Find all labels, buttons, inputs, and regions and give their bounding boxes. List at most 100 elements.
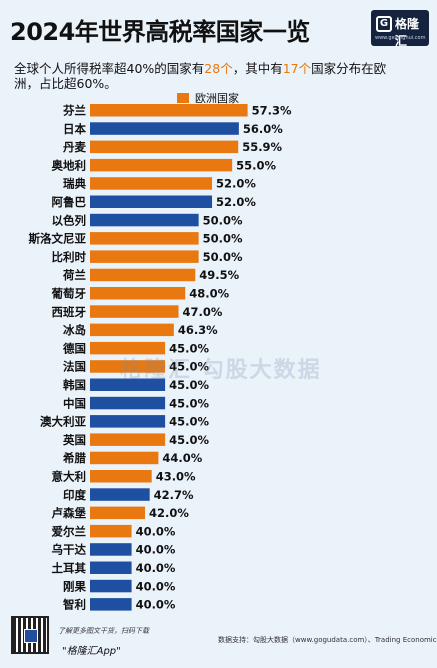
data-label: 57.3% <box>252 104 292 118</box>
category-label: 乌干达 <box>52 543 87 557</box>
data-label: 45.0% <box>169 341 209 355</box>
chart-legend: 欧洲国家 <box>177 90 239 106</box>
data-label: 48.0% <box>189 287 229 301</box>
data-label: 40.0% <box>136 579 176 593</box>
category-label: 丹麦 <box>63 140 86 154</box>
data-label: 52.0% <box>216 195 256 209</box>
bar <box>90 140 239 154</box>
footer-download-text: 了解更多图文干货，扫码下载 <box>58 627 149 635</box>
logo-icon: G <box>376 16 392 32</box>
data-label: 45.0% <box>169 433 209 447</box>
data-label: 40.0% <box>136 524 176 538</box>
category-label: 斯洛文尼亚 <box>29 232 87 246</box>
bar <box>90 360 166 373</box>
bar <box>90 543 132 556</box>
data-label: 40.0% <box>136 543 176 557</box>
subtitle-highlight-2: 17个 <box>282 61 312 76</box>
category-label: 西班牙 <box>52 305 87 319</box>
data-label: 50.0% <box>203 213 243 227</box>
category-label: 爱尔兰 <box>52 524 87 538</box>
data-label: 40.0% <box>136 598 176 612</box>
bar <box>90 250 199 263</box>
bar <box>90 195 213 208</box>
logo-name: 格隆汇 <box>395 17 420 48</box>
page-title: 2024年世界高税率国家一览 <box>10 18 310 46</box>
legend-label: 欧洲国家 <box>195 92 239 105</box>
bar <box>90 287 186 300</box>
bar-chart: 芬兰 57.3% 日本 56.0% 丹麦 55.9% 奥地利 55.0% 瑞典 52.0% 阿鲁巴 5… <box>29 104 292 612</box>
bar <box>90 524 132 538</box>
category-label: 瑞典 <box>63 177 86 191</box>
category-label: 葡萄牙 <box>51 287 87 301</box>
data-label: 45.0% <box>169 378 209 392</box>
brand-logo: G 格隆汇 www.gelonghui.com <box>371 10 429 48</box>
bar <box>90 561 132 574</box>
data-label: 56.0% <box>243 122 283 136</box>
category-label: 印度 <box>63 488 86 502</box>
bar <box>90 232 199 245</box>
category-label: 刚果 <box>63 579 86 593</box>
category-label: 希腊 <box>62 451 86 465</box>
category-label: 意大利 <box>52 470 87 484</box>
bar <box>90 177 213 190</box>
category-label: 澳大利亚 <box>40 415 86 429</box>
bar <box>90 122 239 135</box>
category-label: 卢森堡 <box>52 506 87 520</box>
bar <box>90 433 166 446</box>
data-label: 45.0% <box>169 396 209 410</box>
data-label: 43.0% <box>156 470 196 484</box>
bar <box>90 213 199 227</box>
data-label: 55.9% <box>242 140 282 154</box>
bar <box>90 323 174 337</box>
subtitle-highlight-1: 28个 <box>204 61 233 76</box>
category-label: 芬兰 <box>62 104 86 118</box>
category-label: 以色列 <box>52 213 87 227</box>
data-label: 42.7% <box>154 488 194 502</box>
data-label: 50.0% <box>203 250 243 264</box>
category-label: 韩国 <box>63 378 86 392</box>
footer-source: 数据支持：勾股大数据（www.gogudata.com）、Trading Eco… <box>218 636 437 644</box>
data-label: 52.0% <box>216 177 256 191</box>
bar <box>90 451 159 465</box>
category-label: 中国 <box>63 396 86 410</box>
data-label: 42.0% <box>149 506 189 520</box>
bar <box>90 378 166 391</box>
category-label: 德国 <box>62 341 86 355</box>
subtitle-text-1: 全球个人所得税率超40%的国家有 <box>14 61 205 76</box>
bar <box>90 598 132 611</box>
bar <box>90 470 152 483</box>
bar <box>90 341 166 355</box>
logo-url: www.gelonghui.com <box>375 35 426 41</box>
category-label: 荷兰 <box>62 268 86 282</box>
data-label: 47.0% <box>183 305 223 319</box>
data-label: 50.0% <box>203 232 243 246</box>
bar <box>90 579 132 593</box>
category-label: 冰岛 <box>63 323 86 337</box>
subtitle-text-3: 国家分布在欧洲，占比超60%。 <box>14 61 387 91</box>
bar <box>90 415 166 428</box>
category-label: 比利时 <box>52 250 87 264</box>
data-label: 45.0% <box>169 360 209 374</box>
bar <box>90 268 196 282</box>
bar <box>90 305 179 318</box>
legend-swatch <box>177 93 189 103</box>
data-label: 44.0% <box>162 451 202 465</box>
subtitle-text-2: ，其中有 <box>232 61 283 76</box>
category-label: 土耳其 <box>52 561 87 575</box>
footer-app-name: "格隆汇App" <box>62 646 121 657</box>
category-label: 奥地利 <box>51 158 87 172</box>
data-label: 45.0% <box>169 415 209 429</box>
data-label: 46.3% <box>178 323 218 337</box>
category-label: 日本 <box>63 122 86 136</box>
data-label: 49.5% <box>199 268 239 282</box>
bar <box>90 158 233 172</box>
bar <box>90 104 248 117</box>
category-label: 英国 <box>62 433 86 447</box>
subtitle: 全球个人所得税率超40%的国家有28个，其中有17个国家分布在欧洲，占比超60%… <box>14 61 404 91</box>
watermark: 格隆汇 勾股大数据 <box>120 358 322 383</box>
bar <box>90 396 166 410</box>
bar <box>90 506 145 520</box>
category-label: 智利 <box>63 598 86 612</box>
category-label: 阿鲁巴 <box>52 195 87 209</box>
